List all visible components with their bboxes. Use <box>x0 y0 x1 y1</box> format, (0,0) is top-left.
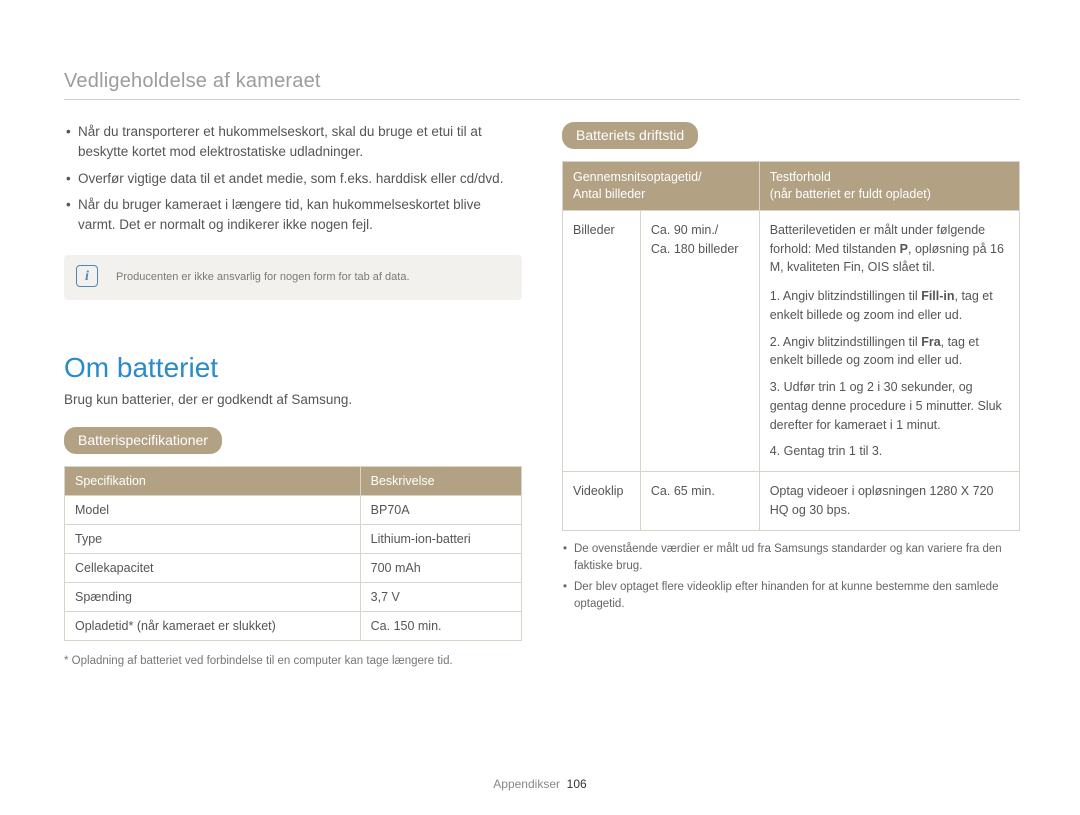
spec-pill: Batterispecifikationer <box>64 427 222 454</box>
steps-list: 1. Angiv blitzindstillingen til Fill-in,… <box>770 287 1009 461</box>
table-row: Billeder Ca. 90 min./ Ca. 180 billeder B… <box>563 210 1020 471</box>
footer-label: Appendikser <box>493 777 560 791</box>
table-row: Opladetid* (når kameraet er slukket)Ca. … <box>65 611 522 640</box>
spec-cell: Type <box>65 524 361 553</box>
step-text: Gentag trin 1 til 3. <box>784 444 883 458</box>
note-box: i Producenten er ikke ansvarlig for noge… <box>64 255 522 300</box>
list-item: Når du transporterer et hukommelseskort,… <box>64 122 522 163</box>
page-number: 106 <box>567 777 587 791</box>
step-item: 3. Udfør trin 1 og 2 i 30 sekunder, og g… <box>770 378 1009 434</box>
life-header-text: Testforhold (når batteriet er fuldt opla… <box>770 170 931 201</box>
table-row: TypeLithium-ion-batteri <box>65 524 522 553</box>
step-item: 1. Angiv blitzindstillingen til Fill-in,… <box>770 287 1009 325</box>
mode-p-icon: P <box>900 240 908 259</box>
step-item: 4. Gentag trin 1 til 3. <box>770 442 1009 461</box>
table-row: Spænding3,7 V <box>65 582 522 611</box>
life-desc: Batterilevetiden er målt under følgende … <box>759 210 1019 471</box>
document-page: Vedligeholdelse af kameraet Når du trans… <box>0 0 1080 815</box>
battery-life-table: Gennemsnitsoptagetid/ Antal billeder Tes… <box>562 161 1020 531</box>
section-subtext: Brug kun batterier, der er godkendt af S… <box>64 392 522 407</box>
spec-cell: Lithium-ion-batteri <box>360 524 521 553</box>
life-value: Ca. 90 min./ Ca. 180 billeder <box>640 210 759 471</box>
table-row: ModelBP70A <box>65 495 522 524</box>
spec-footnote: * Opladning af batteriet ved forbindelse… <box>64 653 522 670</box>
spec-cell: 700 mAh <box>360 553 521 582</box>
spec-table: Specifikation Beskrivelse ModelBP70A Typ… <box>64 466 522 641</box>
step-text: Angiv blitzindstillingen til Fill-in, ta… <box>770 289 993 322</box>
life-label: Videoklip <box>563 472 641 531</box>
list-item: De ovenstående værdier er målt ud fra Sa… <box>562 541 1020 576</box>
header-rule <box>64 99 1020 100</box>
step-text: Udfør trin 1 og 2 i 30 sekunder, og gent… <box>770 380 1002 432</box>
note-icon: i <box>76 265 98 287</box>
spec-header: Beskrivelse <box>360 466 521 495</box>
spec-cell: Cellekapacitet <box>65 553 361 582</box>
life-pill: Batteriets driftstid <box>562 122 698 149</box>
spec-cell: Model <box>65 495 361 524</box>
table-row: Cellekapacitet700 mAh <box>65 553 522 582</box>
spec-cell: Ca. 150 min. <box>360 611 521 640</box>
table-header-row: Gennemsnitsoptagetid/ Antal billeder Tes… <box>563 162 1020 211</box>
step-text: Angiv blitzindstillingen til Fra, tag et… <box>770 335 979 368</box>
list-item: Der blev optaget flere videoklip efter h… <box>562 579 1020 614</box>
spec-cell: 3,7 V <box>360 582 521 611</box>
page-header: Vedligeholdelse af kameraet <box>64 70 1020 93</box>
page-footer: Appendikser 106 <box>0 777 1080 791</box>
spec-cell: BP70A <box>360 495 521 524</box>
spec-header: Specifikation <box>65 466 361 495</box>
list-item: Overfør vigtige data til et andet medie,… <box>64 169 522 189</box>
memory-card-bullets: Når du transporterer et hukommelseskort,… <box>64 122 522 235</box>
spec-cell: Spænding <box>65 582 361 611</box>
section-heading: Om batteriet <box>64 352 522 384</box>
life-value: Ca. 65 min. <box>640 472 759 531</box>
life-header: Testforhold (når batteriet er fuldt opla… <box>759 162 1019 211</box>
step-item: 2. Angiv blitzindstillingen til Fra, tag… <box>770 333 1009 371</box>
life-label: Billeder <box>563 210 641 471</box>
left-column: Når du transporterer et hukommelseskort,… <box>64 122 522 670</box>
life-header-text: Gennemsnitsoptagetid/ Antal billeder <box>573 170 702 201</box>
spec-cell: Opladetid* (når kameraet er slukket) <box>65 611 361 640</box>
life-footnotes: De ovenstående værdier er målt ud fra Sa… <box>562 541 1020 614</box>
list-item: Når du bruger kameraet i længere tid, ka… <box>64 195 522 236</box>
right-column: Batteriets driftstid Gennemsnitsoptageti… <box>562 122 1020 670</box>
life-header: Gennemsnitsoptagetid/ Antal billeder <box>563 162 760 211</box>
life-desc: Optag videoer i opløsningen 1280 X 720 H… <box>759 472 1019 531</box>
two-column-layout: Når du transporterer et hukommelseskort,… <box>64 122 1020 670</box>
note-text: Producenten er ikke ansvarlig for nogen … <box>116 271 410 283</box>
table-row: Videoklip Ca. 65 min. Optag videoer i op… <box>563 472 1020 531</box>
table-header-row: Specifikation Beskrivelse <box>65 466 522 495</box>
